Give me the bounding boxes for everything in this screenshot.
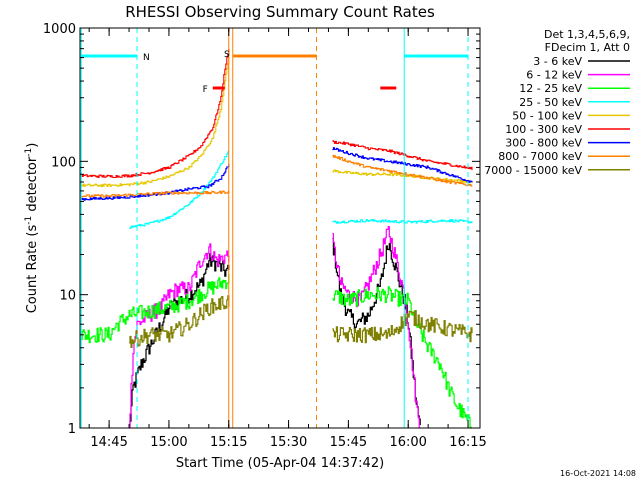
legend-title-line2: FDecim 1, Att 0	[545, 41, 630, 54]
y-axis-label-sup2: -1	[24, 148, 34, 157]
x-tick-label: 16:00	[389, 435, 426, 450]
series-50-100-kev	[81, 57, 473, 188]
legend-title-line1: Det 1,3,4,5,6,9,	[544, 28, 630, 41]
legend-label: 300 - 800 keV	[505, 137, 582, 150]
y-axis-label-end: )	[25, 143, 40, 148]
plot-frame	[79, 27, 481, 429]
series-line	[332, 147, 473, 183]
y-axis-label-main: Count Rate (s	[25, 225, 40, 314]
y-axis-label-mid: detector	[25, 156, 40, 216]
night-bar-label: N	[143, 53, 150, 63]
axis-layer: 1 10 100 1000 14:45 15:00 15:15 15:30 15:45 16:00…	[43, 22, 487, 450]
legend-label: 3 - 6 keV	[533, 55, 582, 68]
series-line	[332, 140, 473, 171]
legend-label: 6 - 12 keV	[526, 69, 582, 82]
x-axis-label: Start Time (05-Apr-04 14:37:42)	[176, 456, 384, 471]
generation-timestamp: 16-Oct-2021 14:08	[560, 469, 636, 478]
series-line	[332, 310, 473, 344]
saa-bar-label: S	[224, 50, 230, 60]
legend-label: 7000 - 15000 keV	[484, 164, 582, 177]
series-line	[332, 169, 473, 184]
series-line	[129, 295, 230, 348]
x-tick-label: 15:15	[210, 435, 247, 450]
legend-label: 12 - 25 keV	[519, 82, 582, 95]
series-12-25-kev	[81, 273, 472, 429]
data-layer	[81, 48, 473, 429]
annotation-layer: N S F	[80, 28, 469, 428]
series-line	[81, 48, 230, 179]
legend-label: 800 - 7000 keV	[498, 150, 582, 163]
series-line	[332, 286, 472, 429]
x-tick-label: 16:15	[449, 435, 486, 450]
series-800-7000-kev	[81, 154, 473, 198]
series-7000-15000-kev	[129, 295, 473, 348]
series-line	[81, 57, 230, 188]
series-line	[332, 226, 421, 429]
series-6-12-kev	[129, 226, 421, 429]
x-tick-label: 15:30	[270, 435, 307, 450]
series-line	[332, 154, 473, 187]
series-100-300-kev	[81, 48, 473, 179]
series-line	[129, 150, 230, 229]
series-25-50-kev	[129, 150, 473, 229]
series-line	[129, 243, 230, 429]
y-tick-label: 1000	[43, 22, 76, 37]
y-tick-label: 1	[68, 422, 76, 437]
chart-title: RHESSI Observing Summary Count Rates	[125, 3, 435, 21]
legend-label: 50 - 100 keV	[512, 109, 582, 122]
legend: Det 1,3,4,5,6,9, FDecim 1, Att 0 3 - 6 k…	[484, 28, 630, 177]
x-tick-label: 15:45	[330, 435, 367, 450]
legend-label: 100 - 300 keV	[505, 123, 582, 136]
legend-label: 25 - 50 keV	[519, 96, 582, 109]
y-tick-label: 100	[51, 155, 76, 170]
series-line	[332, 218, 473, 224]
flare-bar-label: F	[203, 85, 208, 95]
y-tick-label: 10	[59, 289, 76, 304]
series-line	[81, 273, 230, 344]
y-axis-label: Count Rate (s-1 detector-1)	[24, 143, 40, 314]
y-axis-label-sup1: -1	[24, 216, 34, 225]
series-line	[81, 190, 230, 198]
x-tick-label: 15:00	[150, 435, 187, 450]
x-tick-label: 14:45	[90, 435, 127, 450]
